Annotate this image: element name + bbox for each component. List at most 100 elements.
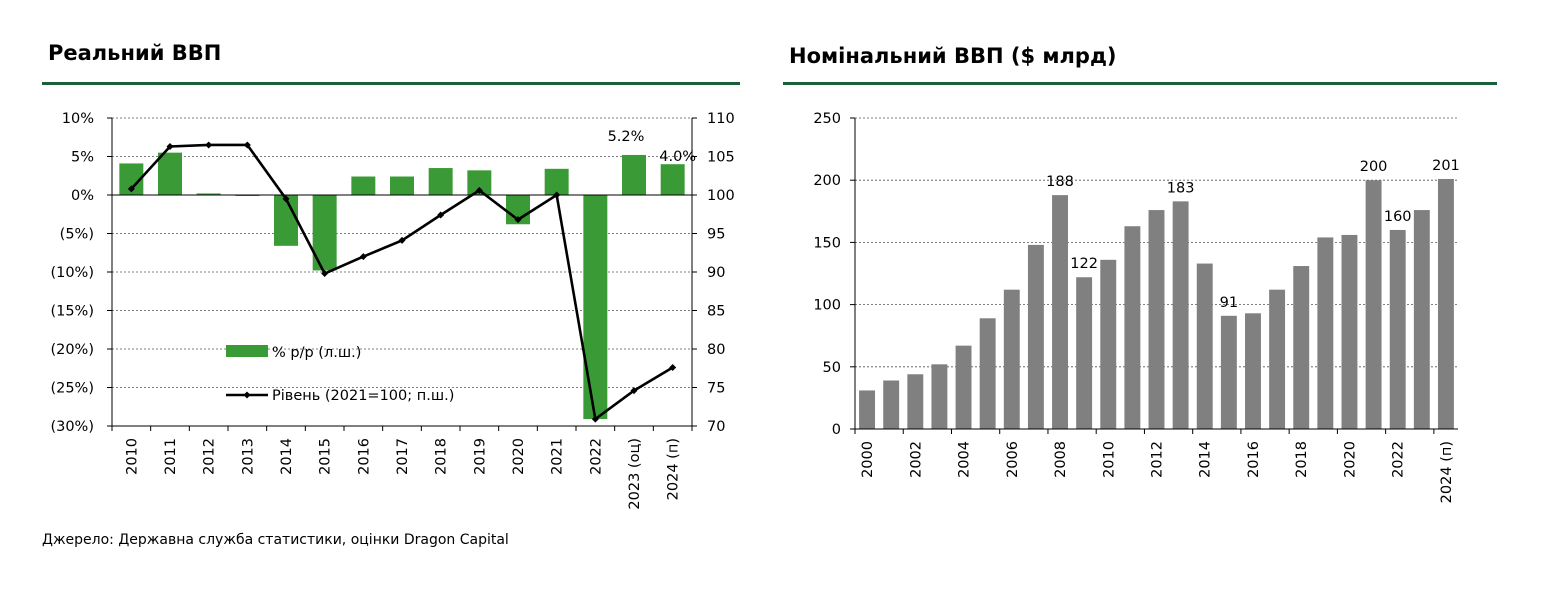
bar-2008 bbox=[1052, 195, 1068, 429]
x-tick-label: 2020 bbox=[511, 438, 527, 475]
bar-2016 bbox=[1245, 313, 1261, 429]
bar-2020 bbox=[1341, 234, 1358, 429]
bar-2022 bbox=[1389, 229, 1406, 429]
level-marker-2024 (п) bbox=[669, 363, 677, 371]
data-label-2015: 91 bbox=[1220, 295, 1238, 311]
y-tick-label: 50 bbox=[823, 360, 841, 376]
data-label-2023 (оц): 5.2% bbox=[608, 129, 645, 145]
bar-2010 bbox=[119, 163, 144, 195]
x-tick-label: 2024 (п) bbox=[1439, 441, 1455, 503]
bar-2017 bbox=[390, 176, 414, 195]
x-tick-label: 2014 bbox=[1198, 441, 1214, 478]
bar-2016 bbox=[351, 176, 376, 195]
x-tick-label: 2015 bbox=[318, 438, 334, 475]
y-right-tick-label: 80 bbox=[707, 342, 725, 358]
bar-2022 bbox=[583, 195, 608, 420]
bar-2010 bbox=[1100, 259, 1117, 429]
x-tick-label: 2016 bbox=[1246, 441, 1262, 478]
data-label-2013: 183 bbox=[1167, 180, 1195, 196]
level-marker-2011 bbox=[166, 142, 174, 150]
bar-2000 bbox=[859, 390, 876, 429]
nominal-gdp-title: Номінальний ВВП ($ млрд) bbox=[789, 44, 1117, 68]
legend-line-marker bbox=[243, 391, 251, 399]
bar-2015 bbox=[1220, 315, 1237, 429]
x-tick-label: 2002 bbox=[908, 441, 924, 478]
legend-line-label: Рівень (2021=100; п.ш.) bbox=[272, 388, 454, 404]
bar-2023 bbox=[1413, 210, 1430, 429]
x-tick-label: 2017 bbox=[395, 438, 411, 475]
x-tick-label: 2012 bbox=[1150, 441, 1166, 478]
bar-2001 bbox=[883, 380, 900, 429]
x-tick-label: 2000 bbox=[860, 441, 876, 478]
level-marker-2021 bbox=[553, 191, 561, 199]
bar-2012 bbox=[196, 193, 221, 195]
x-tick-label: 2016 bbox=[356, 438, 372, 475]
x-tick-label: 2018 bbox=[1294, 441, 1310, 478]
y-right-tick-label: 95 bbox=[707, 227, 725, 243]
x-tick-label: 2004 bbox=[957, 441, 973, 478]
data-label-2008: 188 bbox=[1046, 174, 1074, 190]
y-left-tick-label: 10% bbox=[62, 111, 94, 127]
y-tick-label: 100 bbox=[813, 298, 841, 314]
y-right-tick-label: 105 bbox=[707, 150, 735, 166]
bar-2024 (п) bbox=[660, 164, 685, 195]
bar-2007 bbox=[1027, 244, 1044, 429]
x-tick-label: 2012 bbox=[202, 438, 218, 475]
bar-2012 bbox=[1148, 210, 1165, 429]
bar-2011 bbox=[158, 152, 182, 195]
x-tick-label: 2022 bbox=[588, 438, 604, 475]
y-tick-label: 250 bbox=[813, 111, 841, 127]
bar-2023 (оц) bbox=[622, 154, 646, 195]
bar-2011 bbox=[1124, 226, 1141, 429]
level-marker-2017 bbox=[398, 236, 406, 244]
level-marker-2014 bbox=[282, 195, 290, 203]
x-tick-label: 2010 bbox=[1101, 441, 1117, 478]
bar-2005 bbox=[979, 318, 996, 429]
bar-2013 bbox=[1172, 201, 1189, 429]
bar-2021 bbox=[1365, 180, 1382, 429]
bar-2018 bbox=[428, 168, 453, 195]
y-left-tick-label: (10%) bbox=[50, 265, 94, 281]
x-tick-label: 2019 bbox=[472, 438, 488, 475]
x-tick-label: 2022 bbox=[1391, 441, 1407, 478]
x-tick-label: 2023 (оц) bbox=[627, 438, 643, 510]
bar-2004 bbox=[955, 345, 972, 429]
y-left-tick-label: 5% bbox=[71, 150, 94, 166]
source-note: Джерело: Державна служба статистики, оці… bbox=[42, 532, 509, 548]
y-tick-label: 200 bbox=[813, 173, 841, 189]
x-tick-label: 2011 bbox=[163, 438, 179, 475]
level-marker-2023 (оц) bbox=[630, 387, 638, 395]
data-label-2024 (п): 201 bbox=[1432, 158, 1460, 174]
bar-2006 bbox=[1003, 289, 1020, 429]
y-left-tick-label: (5%) bbox=[60, 227, 94, 243]
y-right-tick-label: 75 bbox=[707, 381, 725, 397]
y-left-tick-label: (30%) bbox=[50, 419, 94, 435]
y-right-tick-label: 100 bbox=[707, 188, 735, 204]
level-marker-2013 bbox=[243, 141, 251, 149]
bar-2014 bbox=[1196, 263, 1213, 429]
bar-2019 bbox=[1317, 237, 1334, 429]
y-left-tick-label: (25%) bbox=[50, 381, 94, 397]
real-gdp-title-rule bbox=[42, 82, 740, 85]
bar-2009 bbox=[1076, 277, 1093, 429]
bar-2003 bbox=[931, 364, 948, 429]
x-tick-label: 2021 bbox=[550, 438, 566, 475]
x-tick-label: 2013 bbox=[240, 438, 256, 475]
y-right-tick-label: 110 bbox=[707, 111, 735, 127]
level-marker-2019 bbox=[475, 186, 483, 194]
data-label-2022: 160 bbox=[1384, 209, 1412, 225]
level-marker-2010 bbox=[127, 185, 135, 193]
y-right-tick-label: 90 bbox=[707, 265, 725, 281]
level-marker-2022 bbox=[591, 415, 599, 423]
nominal-gdp-title-rule bbox=[783, 82, 1497, 85]
y-right-tick-label: 70 bbox=[707, 419, 725, 435]
y-tick-label: 150 bbox=[813, 235, 841, 251]
data-label-2009: 122 bbox=[1070, 256, 1098, 272]
x-tick-label: 2008 bbox=[1053, 441, 1069, 478]
bar-2002 bbox=[907, 374, 924, 429]
data-label-2024 (п): 4.0% bbox=[659, 149, 696, 165]
x-tick-label: 2006 bbox=[1005, 441, 1021, 478]
legend-bar-label: % р/р (л.ш.) bbox=[272, 345, 361, 361]
bar-2021 bbox=[544, 168, 569, 195]
